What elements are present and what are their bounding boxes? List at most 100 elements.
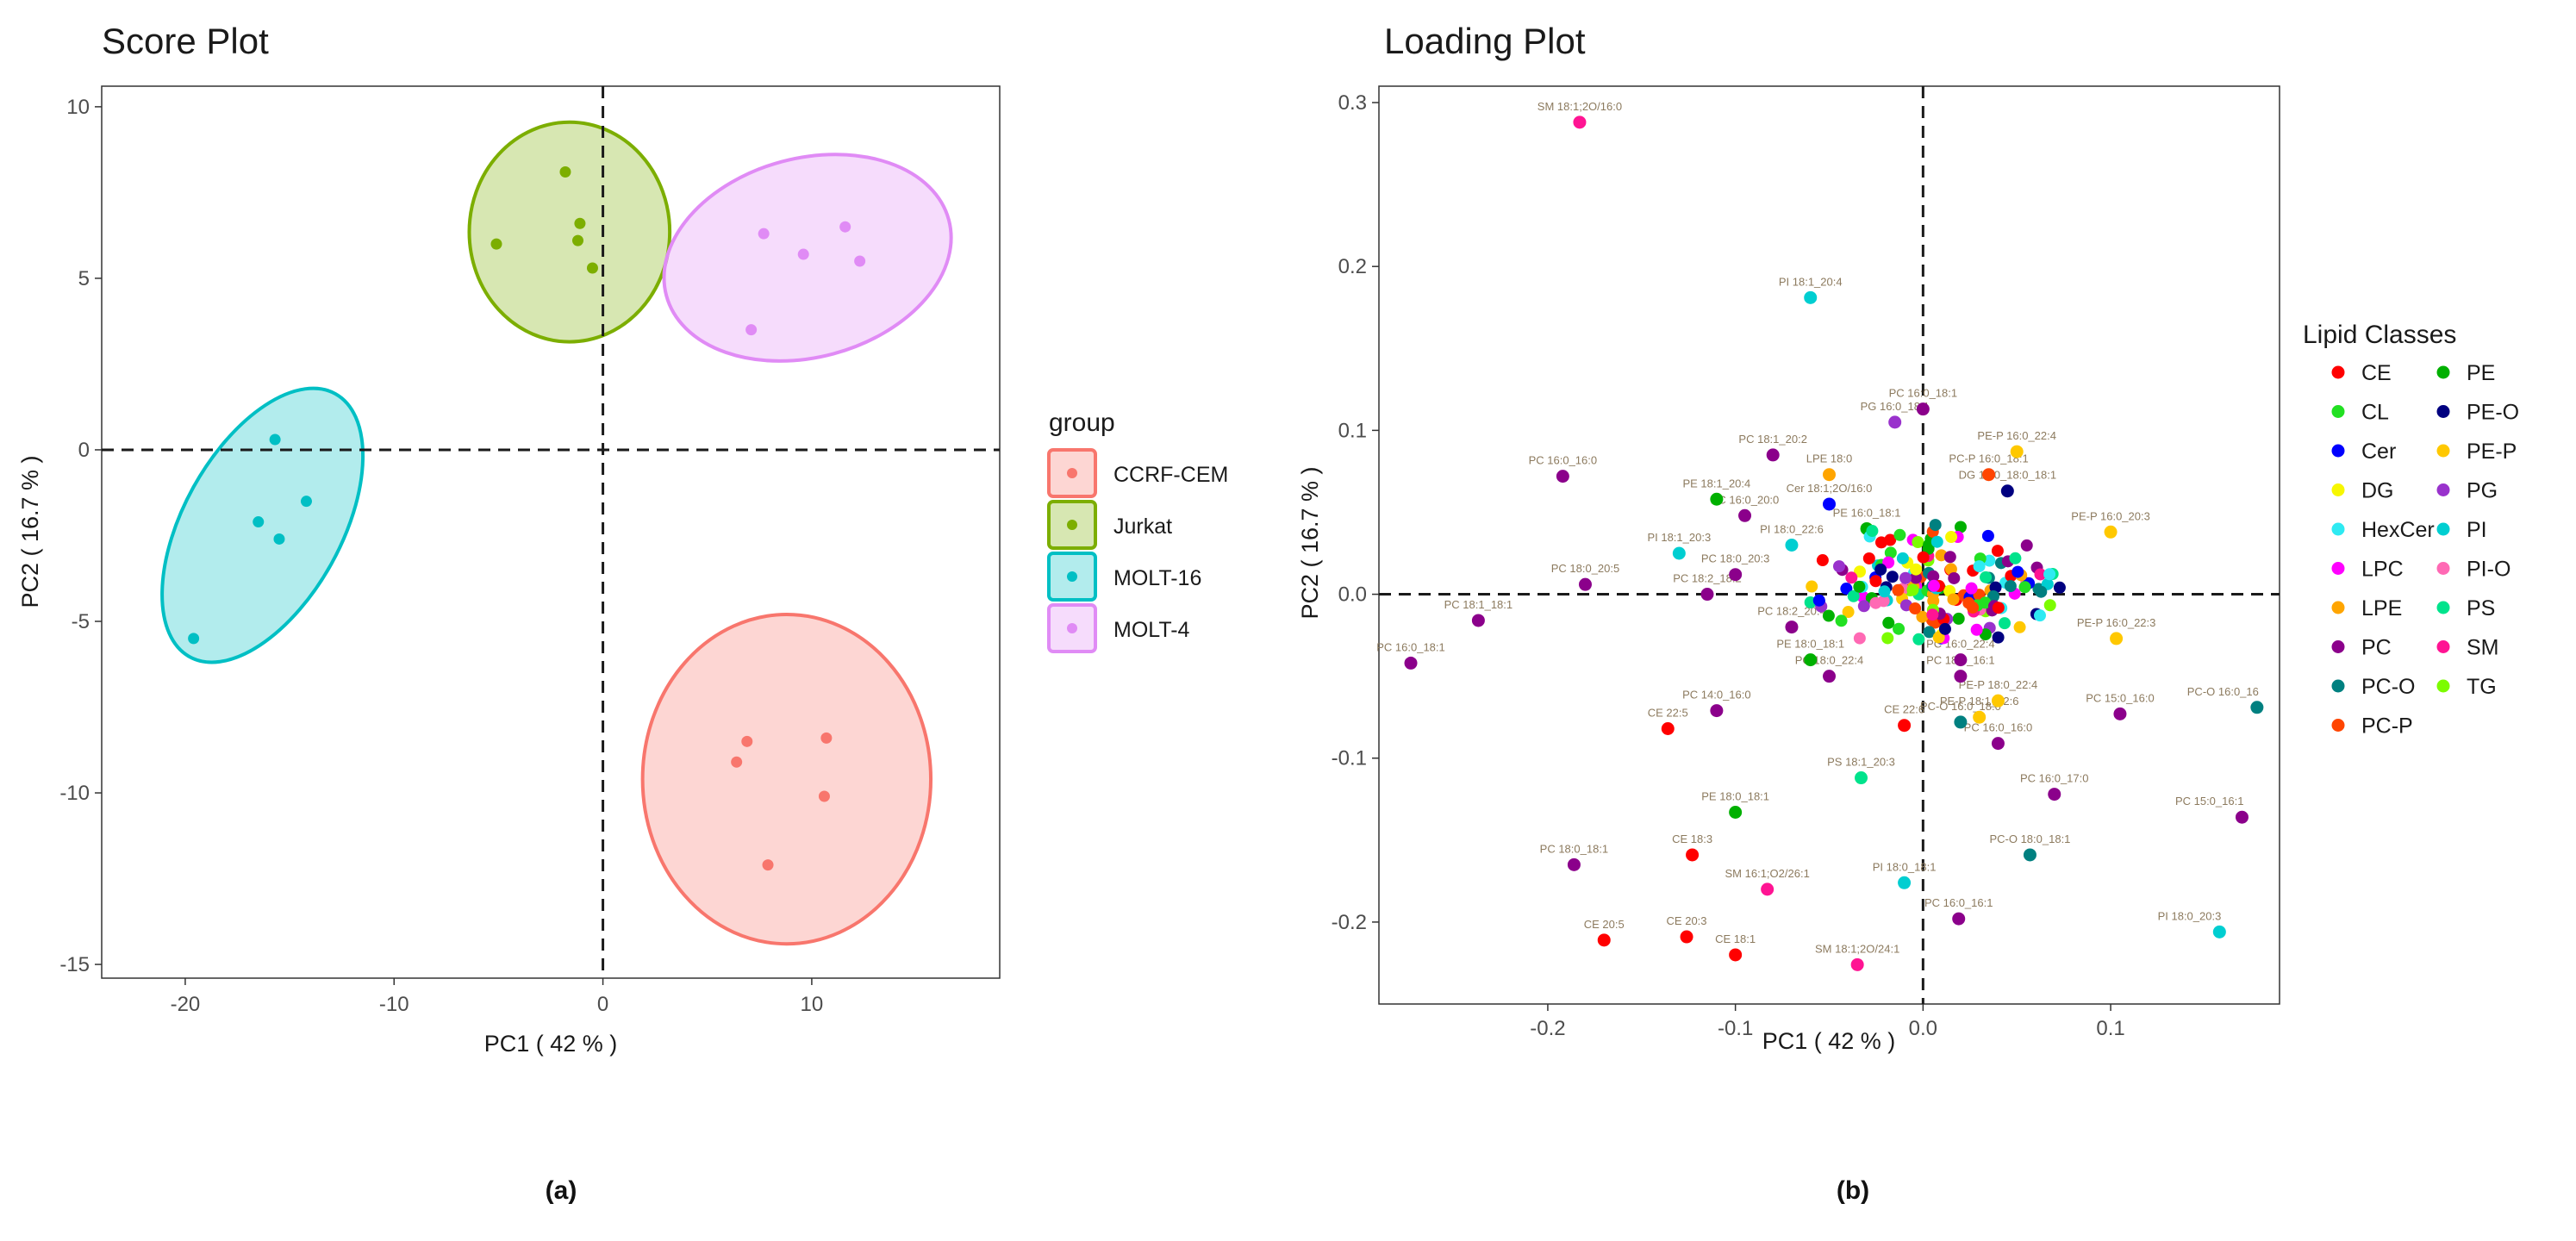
loading-cluster-point	[2033, 609, 2046, 622]
loading-legend-title: Lipid Classes	[2303, 321, 2456, 349]
loading-cluster-point	[1874, 563, 1887, 576]
loading-cluster-point	[2034, 568, 2047, 581]
loading-cluster-point	[1845, 571, 1858, 584]
loading-point-label: PE-P 16:0_22:4	[1977, 429, 2056, 442]
score-x-tick-label: 10	[801, 993, 824, 1016]
loading-point-sm	[1850, 957, 1864, 971]
loading-cluster-point	[1881, 632, 1894, 645]
loading-cluster-point	[2043, 599, 2056, 612]
loading-point-pc	[1954, 653, 1968, 667]
score-legend: group CCRF-CEM Jurkat MOLT-16 MOLT-4	[1047, 408, 1228, 653]
class-legend-label-pc: PC	[2361, 636, 2392, 660]
class-legend-dot-cl	[2331, 405, 2345, 418]
class-legend-dot-pc-p	[2331, 719, 2345, 732]
loading-point-pc	[1404, 656, 1418, 670]
loading-point-ce	[1680, 930, 1693, 944]
score-plot: Score Plot -20 -10 0 10 -15 -10 -5 0 5 10 PC1 ( …	[17, 21, 1001, 1205]
loading-cluster-point	[2020, 539, 2033, 552]
loading-cluster-point	[1878, 585, 1891, 598]
loading-point-label: PC-P 16:0_18:1	[1949, 452, 2028, 465]
class-legend-label-pe: PE	[2467, 361, 2495, 385]
loading-point-label: CE 18:1	[1715, 932, 1756, 945]
loading-plot: Loading Plot SM 18:1;2O/16:0 PI 18:1_20:4…	[1297, 21, 2280, 1205]
loading-cluster-point	[1866, 525, 1879, 538]
loading-cluster-point	[1923, 626, 1936, 639]
score-plot-title: Score Plot	[102, 21, 269, 61]
loading-cluster-point	[1892, 583, 1905, 596]
score-point-molt-4	[854, 255, 866, 267]
score-point-jurkat	[572, 234, 584, 246]
loading-cluster-point	[1857, 600, 1870, 613]
class-legend-label-pi: PI	[2467, 518, 2487, 542]
class-legend-dot-pg	[2436, 483, 2450, 496]
loading-cluster-point	[1987, 589, 1999, 602]
loading-point-label: PC 16:0_20:0	[1711, 493, 1780, 506]
loading-cluster-point	[2043, 568, 2056, 581]
loading-point-pc	[1954, 670, 1968, 683]
loading-point-sm	[1761, 882, 1775, 896]
loading-y-tick-label: 0.0	[1338, 583, 1367, 607]
loading-point-label: PC 18:0_20:5	[1551, 562, 1620, 575]
loading-point-label: PI 18:0_18:1	[1873, 860, 1937, 873]
loading-cluster-point	[1927, 579, 1940, 592]
loading-cluster-point	[1926, 608, 1939, 621]
loading-point-pc-o	[2023, 848, 2036, 862]
score-point-jurkat	[586, 262, 598, 274]
legend-dot-molt-4	[1067, 623, 1077, 633]
loading-cluster-point	[1832, 560, 1845, 573]
loading-cluster-point	[1840, 583, 1853, 596]
loading-cluster-point	[1983, 554, 1996, 567]
score-x-tick-label: 0	[597, 993, 608, 1016]
loading-point-pc	[1785, 620, 1799, 634]
loading-point-label: LPE 18:0	[1806, 452, 1853, 465]
ellipse-ccrf-cem	[640, 613, 933, 946]
class-legend-dot-dg	[2331, 483, 2345, 496]
loading-point-label: SM 18:1;2O/24:1	[1815, 942, 1899, 955]
loading-cluster-point	[1954, 521, 1967, 533]
loading-cluster-point	[1869, 596, 1882, 609]
class-legend-dot-pc-o	[2331, 679, 2345, 693]
loading-point-ce	[1729, 948, 1743, 962]
score-point-molt-4	[745, 324, 758, 336]
loading-point-label: PC 18:0_18:1	[1540, 842, 1609, 855]
class-legend-dot-pi-o	[2436, 562, 2450, 575]
score-point-ccrf-cem	[762, 859, 774, 871]
loading-cluster-point	[1853, 580, 1866, 593]
loading-x-tick-label: -0.2	[1530, 1017, 1565, 1040]
loading-point-pc	[1738, 508, 1752, 522]
loading-point-label: SM 16:1;O2/26:1	[1725, 867, 1810, 880]
loading-cluster-point	[1927, 570, 1940, 583]
loading-point-label: PE 16:0_18:1	[1833, 506, 1901, 519]
class-legend-label-pe-p: PE-P	[2467, 440, 2517, 464]
loading-cluster-point	[1842, 606, 1855, 619]
score-point-jurkat	[559, 166, 571, 178]
score-point-molt-16	[300, 496, 312, 508]
loading-cluster-point	[1806, 580, 1818, 593]
loading-point-pc	[1729, 568, 1743, 582]
loading-point-pc	[1952, 912, 1966, 926]
loading-point-pi	[1672, 546, 1686, 560]
loading-cluster-point	[1991, 545, 2004, 558]
loading-cluster-point	[1916, 610, 1929, 623]
loading-point-ce	[1661, 722, 1675, 735]
loading-cluster-point	[1947, 593, 1960, 606]
loading-point-ce	[1597, 933, 1611, 947]
loading-point-label: PC-O 18:0_18:1	[1989, 833, 2070, 845]
loading-cluster-point	[2013, 620, 2026, 633]
loading-point-pc	[1567, 857, 1581, 871]
score-x-tick-label: -20	[171, 993, 201, 1016]
loading-point-pi	[1898, 876, 1912, 889]
loading-point-label: PC 16:0_16:0	[1529, 454, 1598, 467]
loading-point-pc	[2113, 707, 2127, 720]
loading-point-label: PE 18:0_18:1	[1776, 638, 1844, 651]
loading-point-label: DG 16:0_18:0_18:1	[1959, 469, 2056, 482]
loading-x-axis-ticks: -0.2 -0.1 0.0 0.1	[1530, 1004, 2125, 1040]
loading-point-pg	[1888, 415, 1902, 429]
legend-dot-molt-16	[1067, 571, 1077, 582]
loading-point-pc	[1916, 402, 1930, 416]
score-point-ccrf-cem	[818, 790, 830, 802]
class-legend-dot-pe	[2436, 365, 2450, 379]
loading-point-ce	[1898, 719, 1912, 733]
loading-cluster-point	[1882, 556, 1895, 569]
score-point-ccrf-cem	[741, 735, 753, 747]
